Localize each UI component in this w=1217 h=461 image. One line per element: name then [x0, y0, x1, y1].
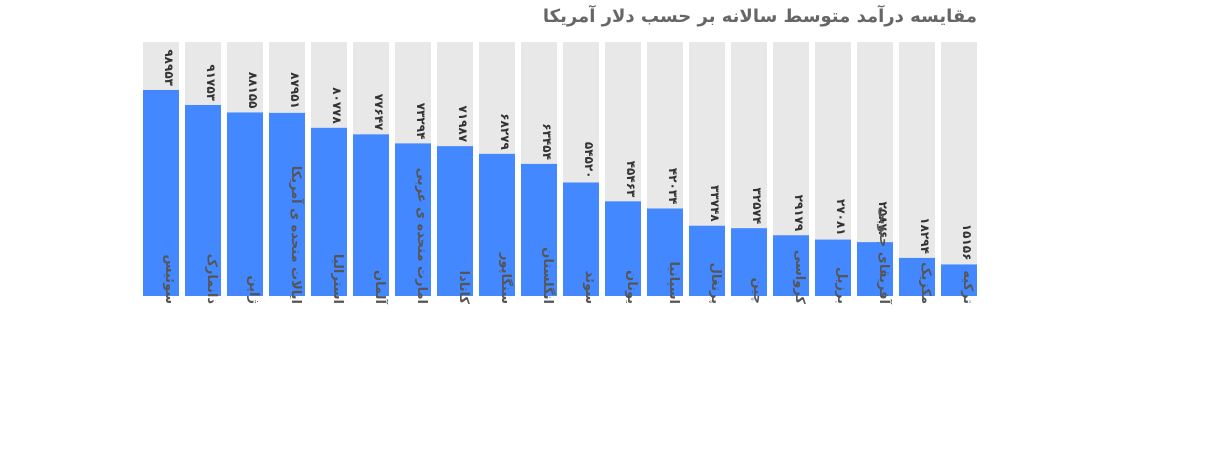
- category-label: دانمارک: [204, 254, 219, 305]
- bar: [647, 208, 683, 296]
- bar-value-label: ۶۸۲۷۹: [498, 113, 512, 150]
- category-label: چین: [750, 278, 765, 304]
- bar-tracks: [143, 42, 977, 296]
- bar-value-label: ۳۳۷۴۸: [708, 185, 722, 222]
- bar: [815, 239, 851, 296]
- bar: [479, 153, 515, 296]
- bar: [731, 228, 767, 296]
- bar: [605, 201, 641, 296]
- category-label: کرواسی: [792, 250, 807, 305]
- category-label: ترکیه: [960, 270, 975, 304]
- bar-value-label: ۸۷۹۵۱: [288, 72, 302, 109]
- category-label: پرتغال: [708, 263, 723, 304]
- category-label: سوئیس: [162, 255, 177, 305]
- bar: [563, 182, 599, 296]
- category-label: انگلستان: [540, 247, 556, 304]
- bar-value-label: ۹۱۷۵۳: [204, 64, 218, 101]
- category-label: ایالات متحده ی آمریکا: [288, 166, 305, 304]
- bar-value-label: ۱۸۲۹۴: [918, 217, 932, 254]
- bar: [521, 163, 557, 296]
- bar: [899, 257, 935, 296]
- category-label: آفریقای جنوبی: [876, 207, 893, 305]
- bar-value-label: ۲۷۰۸۱: [834, 199, 848, 236]
- category-labels: سوئیس دانمارک ژاپن ایالات متحده ی آمریکا است…: [162, 166, 975, 305]
- category-label: امارت متحده ی عربی: [414, 168, 429, 304]
- bar: [269, 112, 305, 296]
- bar-track: [941, 42, 977, 296]
- bar-value-label: ۷۷۶۴۷: [372, 94, 386, 131]
- bar-value-label: ۸۰۷۷۸: [330, 87, 344, 124]
- category-label: اسپانیا: [666, 262, 681, 305]
- bar-value-label: ۳۲۵۷۴: [750, 188, 764, 225]
- bar-value-label: ۴۲۰۳۴: [666, 168, 680, 205]
- bar: [437, 146, 473, 296]
- bar: [227, 112, 263, 297]
- category-label: یونان: [624, 270, 639, 304]
- bar-value-label: ۲۵۸۷۶: [876, 202, 890, 239]
- bars: [143, 89, 977, 297]
- bar: [185, 104, 221, 296]
- bar-value-label: ۹۸۹۵۳: [162, 49, 176, 86]
- category-label: مکزیک: [918, 262, 933, 304]
- bar-value-label: ۷۱۹۸۷: [456, 106, 470, 143]
- bar: [395, 143, 431, 296]
- bar: [311, 127, 347, 297]
- category-label: سوئد: [582, 271, 597, 304]
- category-label: ژاپن: [246, 275, 261, 304]
- bar-value-label: ۱۵۱۵۶: [960, 224, 974, 261]
- category-label: برزیل: [834, 267, 849, 304]
- bar: [689, 225, 725, 296]
- bar-value-label: ۷۳۲۹۴: [414, 103, 428, 140]
- bar-value-label: ۲۹۱۷۹: [792, 195, 806, 232]
- bar-value-label: ۴۵۴۶۳: [624, 161, 638, 198]
- bar: [857, 242, 893, 296]
- chart-title: مقایسه درآمد متوسط سالانه بر حسب دلار آم…: [542, 6, 977, 27]
- bar: [941, 264, 977, 296]
- category-label: استرالیا: [330, 254, 345, 304]
- category-label: کانادا: [456, 271, 471, 305]
- bar: [143, 89, 179, 297]
- bar-value-label: ۵۴۵۲۰: [582, 142, 596, 179]
- bar: [353, 134, 389, 296]
- value-labels: ۹۸۹۵۳ ۹۱۷۵۳ ۸۸۱۵۵ ۸۷۹۵۱ ۸۰۷۷۸ ۷۷۶۴۷ ۷۳۲۹۴ ۷۱۹۸۷…: [162, 49, 974, 260]
- bar-value-label: ۶۳۴۵۴: [540, 123, 554, 160]
- category-label: سنگاپور: [498, 252, 514, 304]
- bar-value-label: ۸۸۱۵۵: [246, 72, 260, 109]
- bar: [773, 235, 809, 296]
- bar-track: [899, 42, 935, 296]
- category-label: آلمان: [372, 270, 389, 305]
